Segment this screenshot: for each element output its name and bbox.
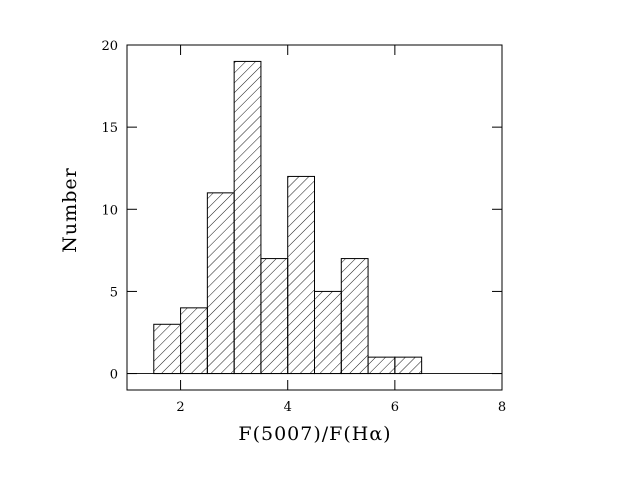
bar	[394, 356, 423, 375]
y-tick-label: 10	[101, 203, 118, 218]
bar	[233, 60, 262, 375]
x-axis-label: F(5007)/F(Hα)	[238, 423, 391, 445]
bar	[367, 356, 396, 375]
frame	[126, 44, 503, 391]
x-tick-label: 4	[284, 400, 292, 415]
plot: 2 4 6 8 0 5 10 15 20	[101, 39, 506, 415]
bar	[314, 290, 342, 375]
bar	[153, 323, 182, 375]
y-tick-label: 20	[101, 39, 118, 54]
bar	[287, 175, 316, 375]
x-tick-label: 8	[498, 400, 506, 415]
x-tick-label: 6	[391, 400, 399, 415]
bar	[206, 192, 235, 375]
bar	[180, 307, 208, 375]
y-tick-label: 15	[101, 121, 118, 136]
y-tick-label: 0	[110, 368, 118, 383]
bar	[260, 258, 289, 375]
x-tick-label: 2	[176, 400, 184, 415]
bar	[340, 258, 369, 375]
y-tick-label: 5	[110, 285, 118, 300]
y-axis-label: Number	[59, 167, 81, 252]
